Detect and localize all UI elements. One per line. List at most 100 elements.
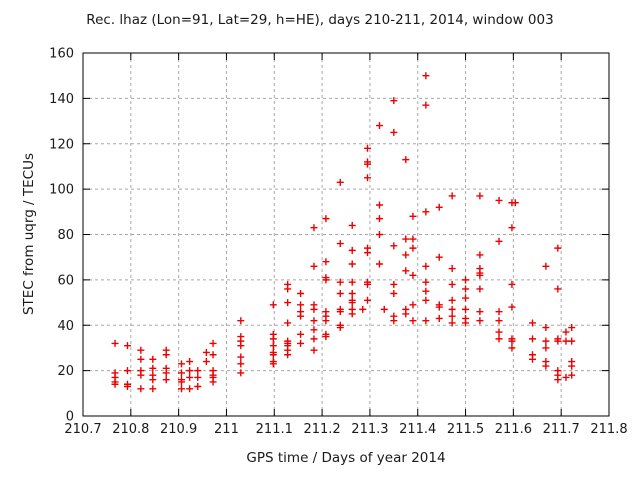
data-point <box>310 317 318 325</box>
data-point <box>310 305 318 313</box>
y-tick-label: 80 <box>57 228 74 243</box>
data-point <box>359 305 367 313</box>
data-point <box>409 244 417 252</box>
data-point <box>375 231 383 238</box>
data-point <box>462 319 470 327</box>
data-point <box>375 122 383 130</box>
data-point <box>310 326 318 334</box>
data-point <box>495 308 503 316</box>
data-point <box>542 337 550 345</box>
data-point <box>237 317 245 325</box>
data-point <box>322 215 330 223</box>
data-point <box>476 271 484 279</box>
data-point <box>448 265 456 273</box>
data-point <box>562 328 570 336</box>
data-point <box>111 380 119 388</box>
data-point <box>422 278 430 286</box>
data-point <box>178 369 186 377</box>
data-point <box>194 383 202 391</box>
data-point <box>336 278 344 286</box>
data-point <box>348 246 356 254</box>
data-point <box>508 280 516 288</box>
data-point <box>568 362 576 370</box>
y-tick-label: 60 <box>57 273 74 288</box>
data-point <box>409 271 417 279</box>
data-point <box>554 376 562 384</box>
data-point <box>435 303 443 311</box>
data-point <box>310 335 318 343</box>
data-point <box>409 301 417 309</box>
data-point <box>194 373 202 381</box>
data-point <box>348 260 356 268</box>
data-point <box>284 299 292 307</box>
data-point <box>186 367 194 375</box>
data-point <box>237 360 245 368</box>
data-point <box>364 296 372 304</box>
data-point <box>297 312 305 320</box>
data-point <box>202 358 210 366</box>
data-point <box>162 376 170 384</box>
data-point <box>364 174 372 182</box>
data-point <box>336 324 344 332</box>
data-point <box>390 242 398 250</box>
data-point <box>284 285 292 293</box>
data-point <box>310 346 318 354</box>
data-point <box>194 367 202 375</box>
data-point <box>202 348 210 356</box>
data-point <box>495 196 503 204</box>
data-point <box>137 346 145 354</box>
data-point <box>409 317 417 325</box>
data-point <box>448 296 456 304</box>
data-point <box>390 128 398 136</box>
y-tick-label: 120 <box>49 137 74 152</box>
data-point <box>137 371 145 379</box>
data-point <box>162 369 170 377</box>
data-point <box>476 251 484 259</box>
data-point <box>364 144 372 152</box>
data-point <box>476 308 484 316</box>
data-point <box>162 351 170 359</box>
data-point <box>186 373 194 381</box>
data-point <box>435 253 443 261</box>
data-point <box>297 301 305 309</box>
data-point <box>495 328 503 336</box>
data-point <box>336 289 344 297</box>
data-point <box>390 317 398 325</box>
data-point <box>462 276 470 284</box>
data-point <box>297 289 305 297</box>
data-point <box>375 201 383 209</box>
data-point <box>508 337 516 345</box>
y-tick-label: 160 <box>49 47 74 62</box>
y-tick-label: 100 <box>49 183 74 198</box>
x-axis-title: GPS time / Days of year 2014 <box>246 450 446 466</box>
data-point <box>528 335 536 343</box>
x-tick-label: 211.5 <box>447 422 484 437</box>
data-point <box>422 101 430 109</box>
data-point <box>422 72 430 80</box>
data-point <box>448 319 456 327</box>
data-point <box>310 262 318 270</box>
data-point <box>269 335 277 343</box>
data-point <box>476 192 484 200</box>
data-point <box>364 160 372 168</box>
data-point <box>402 156 410 164</box>
data-point <box>237 353 245 361</box>
data-point <box>568 337 576 345</box>
data-point <box>123 383 131 391</box>
y-tick-label: 40 <box>57 319 74 334</box>
data-point <box>137 355 145 363</box>
data-point <box>297 339 305 347</box>
data-point <box>542 362 550 370</box>
x-tick-label: 211 <box>214 422 239 437</box>
data-point <box>409 212 417 220</box>
data-point <box>462 305 470 313</box>
data-point <box>149 376 157 384</box>
data-point <box>554 244 562 252</box>
x-tick-label: 211.3 <box>351 422 388 437</box>
data-point <box>422 296 430 304</box>
data-point <box>422 317 430 325</box>
data-point <box>568 371 576 379</box>
data-point <box>269 360 277 368</box>
data-point <box>348 221 356 229</box>
